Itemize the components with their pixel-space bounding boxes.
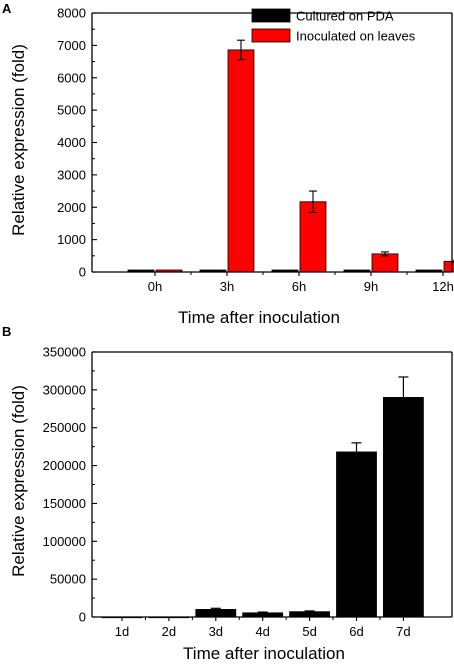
- panel-a-y-ticks: 0 1000 2000 3000 4000 5000 6000 7000 8000: [57, 6, 97, 280]
- panel-a: A 0 1000 2000 3000 4000 5000 6000 7000 8000 0h 3h…: [2, 1, 454, 327]
- panel-a-y-tick-label: 2000: [57, 200, 86, 215]
- panel-a-error-bars: [237, 39, 454, 263]
- panel-a-bar: [371, 253, 399, 273]
- panel-b-bar: [382, 397, 424, 618]
- panel-b-letter: B: [2, 324, 11, 339]
- panel-a-letter: A: [2, 1, 12, 16]
- panel-a-x-tick-label: 6h: [292, 279, 306, 294]
- panel-b-x-tick-label: 1d: [115, 624, 129, 639]
- panel-a-y-tick-label: 4000: [57, 135, 86, 150]
- panel-a-x-tick-label: 0h: [148, 279, 162, 294]
- panel-b-x-tick-label: 6d: [349, 624, 363, 639]
- panel-a-y-tick-label: 5000: [57, 103, 86, 118]
- panel-a-y-tick-label: 3000: [57, 167, 86, 182]
- panel-a-y-axis-label: Relative expression (fold): [9, 44, 28, 236]
- panel-b-y-ticks: 0 50000 100000 150000 200000 250000 300000 3500…: [43, 345, 97, 625]
- panel-a-legend-swatch: [251, 28, 291, 43]
- panel-a-x-ticks: 0h 3h 6h 9h 12h: [148, 272, 454, 294]
- panel-a-axes: [91, 12, 453, 273]
- panel-b-x-tick-label: 2d: [162, 624, 176, 639]
- panel-b-y-tick-label: 0: [79, 610, 86, 625]
- panel-b-y-tick-label: 250000: [43, 420, 86, 435]
- panel-b-bars: [101, 397, 424, 619]
- panel-b-y-tick-label: 200000: [43, 458, 86, 473]
- panel-b-bar: [336, 451, 377, 618]
- panel-a-bar: [227, 49, 255, 273]
- panel-a-bar: [443, 260, 454, 273]
- panel-b-error-bars: [210, 376, 409, 613]
- panel-b: B 0 50000 100000 150000 200000 250000 300000 35…: [2, 324, 453, 663]
- panel-b-x-axis-label: Time after inoculation: [183, 644, 345, 663]
- panel-a-y-tick-label: 6000: [57, 70, 86, 85]
- panel-b-x-ticks: 1d 2d 3d 4d 5d 6d 7d: [115, 617, 411, 639]
- panel-a-y-tick-label: 1000: [57, 232, 86, 247]
- panel-b-y-tick-label: 150000: [43, 496, 86, 511]
- panel-a-legend-swatch: [251, 8, 291, 23]
- panel-a-y-tick-label: 8000: [57, 6, 86, 21]
- panel-a-x-axis-label: Time after inoculation: [178, 308, 340, 327]
- panel-a-legend: Cultured on PDA Inoculated on leaves: [251, 8, 416, 44]
- panel-b-x-tick-label: 3d: [209, 624, 223, 639]
- panel-b-x-tick-label: 4d: [255, 624, 269, 639]
- panel-a-bars: [127, 49, 454, 273]
- panel-b-bar: [195, 609, 237, 618]
- panel-a-x-tick-label: 9h: [364, 279, 378, 294]
- panel-b-y-tick-label: 350000: [43, 345, 86, 360]
- panel-a-y-tick-label: 0: [79, 265, 86, 280]
- panel-a-x-tick-label: 12h: [432, 279, 454, 294]
- panel-b-x-tick-label: 5d: [302, 624, 316, 639]
- panel-a-y-tick-label: 7000: [57, 38, 86, 53]
- panel-a-legend-label: Cultured on PDA: [296, 9, 394, 24]
- panel-b-x-tick-label: 7d: [396, 624, 410, 639]
- panel-b-y-axis-label: Relative expression (fold): [9, 385, 28, 577]
- panel-a-x-tick-label: 3h: [220, 279, 234, 294]
- panel-b-bar: [289, 611, 331, 618]
- panel-a-legend-label: Inoculated on leaves: [296, 29, 416, 44]
- panel-b-y-tick-label: 300000: [43, 382, 86, 397]
- panel-b-y-tick-label: 50000: [50, 572, 86, 587]
- panel-b-axes: [91, 351, 453, 618]
- panel-a-bar: [299, 201, 327, 273]
- panel-b-y-tick-label: 100000: [43, 534, 86, 549]
